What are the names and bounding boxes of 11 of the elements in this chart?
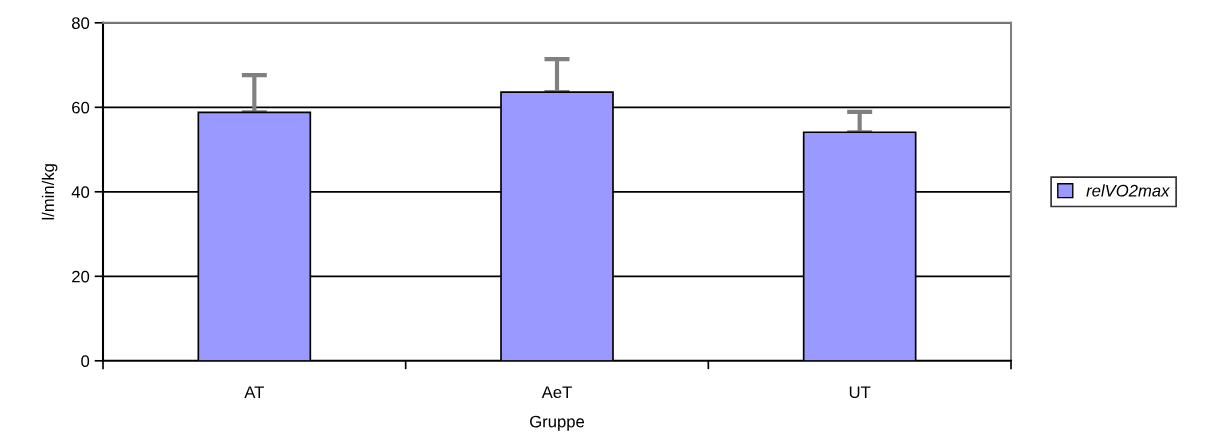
y-axis-title: l/min/kg: [41, 164, 58, 220]
y-tick-label: 0: [81, 355, 90, 367]
y-tick-label: 60: [72, 101, 90, 114]
x-axis-title: Gruppe: [530, 415, 585, 431]
x-tick-label: UT: [849, 386, 871, 399]
y-tick-label: 40: [71, 186, 90, 198]
y-tick-label: 20: [72, 270, 90, 283]
legend-label: relVO2max: [1086, 184, 1170, 197]
y-tick-label: 80: [71, 17, 90, 29]
x-tick-label: AeT: [541, 386, 572, 399]
x-tick-label: AT: [244, 386, 264, 398]
